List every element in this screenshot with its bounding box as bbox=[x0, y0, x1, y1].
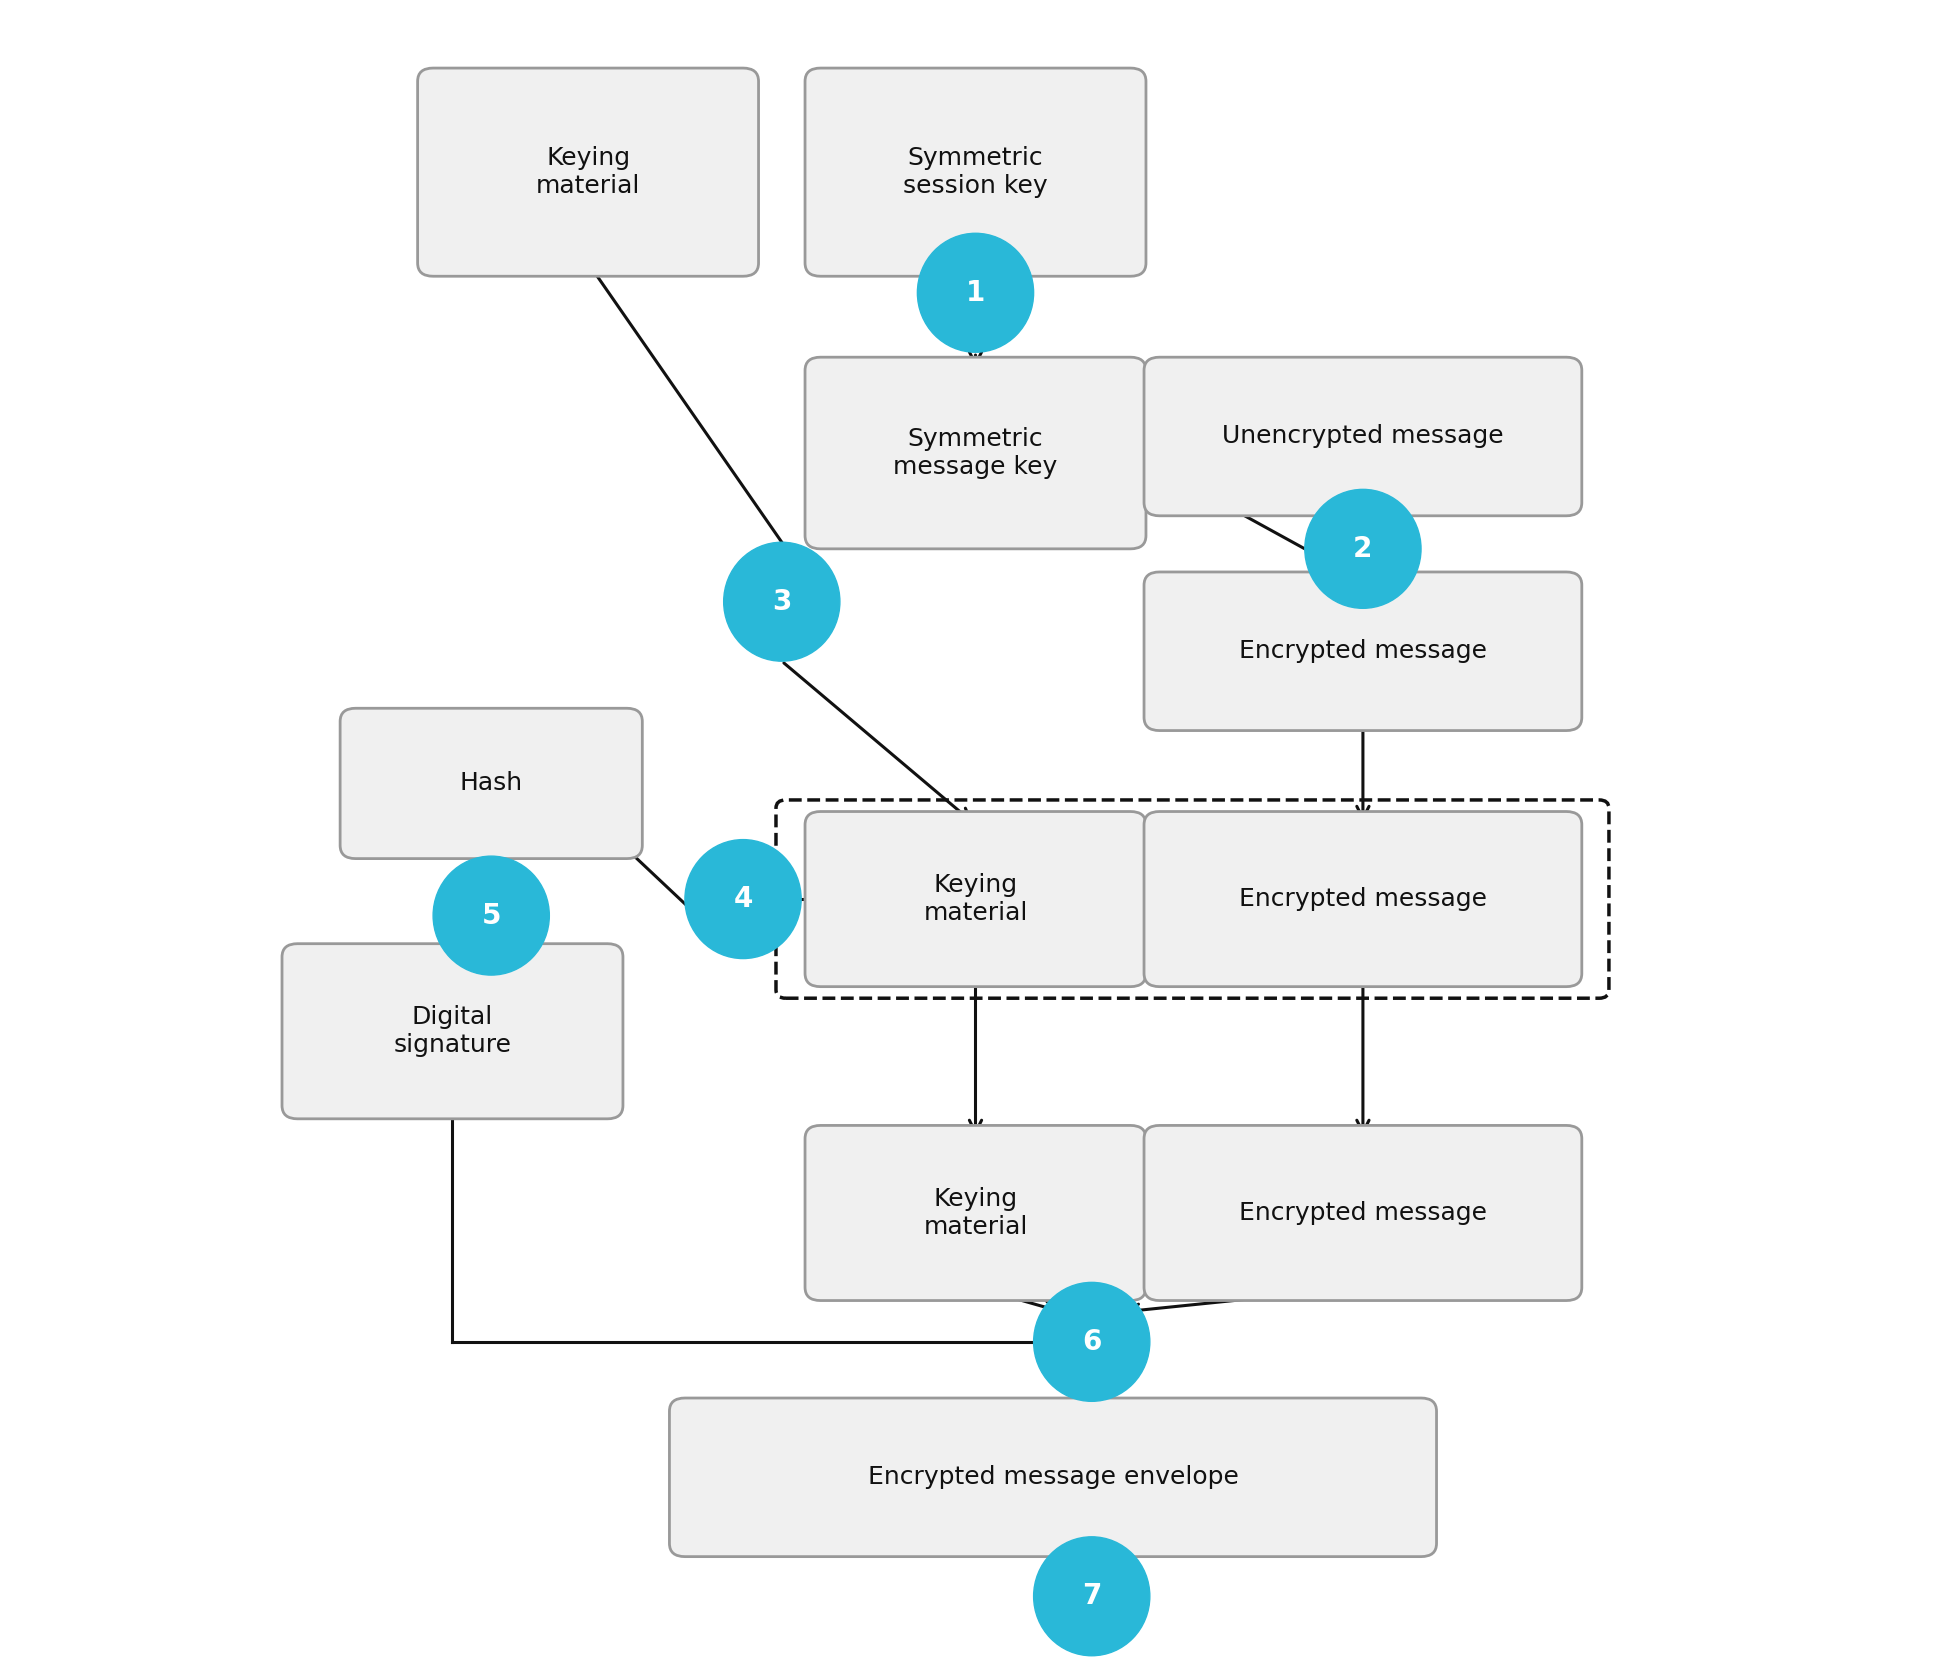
Text: 4: 4 bbox=[734, 885, 753, 913]
Text: Symmetric
session key: Symmetric session key bbox=[903, 147, 1048, 198]
FancyBboxPatch shape bbox=[418, 68, 759, 277]
FancyBboxPatch shape bbox=[806, 68, 1145, 277]
Text: Keying
material: Keying material bbox=[923, 1188, 1028, 1240]
Ellipse shape bbox=[1034, 1536, 1149, 1656]
Text: Unencrypted message: Unencrypted message bbox=[1221, 425, 1504, 448]
Text: 1: 1 bbox=[966, 278, 985, 307]
Text: Symmetric
message key: Symmetric message key bbox=[894, 426, 1057, 478]
Text: 2: 2 bbox=[1354, 535, 1374, 563]
FancyBboxPatch shape bbox=[806, 1126, 1145, 1301]
FancyBboxPatch shape bbox=[1143, 1126, 1582, 1301]
Text: Encrypted message envelope: Encrypted message envelope bbox=[868, 1466, 1239, 1489]
FancyBboxPatch shape bbox=[283, 943, 622, 1120]
Ellipse shape bbox=[433, 856, 550, 975]
Text: Digital
signature: Digital signature bbox=[394, 1005, 511, 1058]
FancyBboxPatch shape bbox=[339, 708, 642, 858]
Text: Encrypted message: Encrypted message bbox=[1239, 640, 1487, 663]
FancyBboxPatch shape bbox=[1143, 357, 1582, 516]
Ellipse shape bbox=[1305, 490, 1420, 608]
Text: Keying
material: Keying material bbox=[923, 873, 1028, 925]
FancyBboxPatch shape bbox=[1143, 811, 1582, 986]
Ellipse shape bbox=[724, 541, 839, 661]
Ellipse shape bbox=[917, 233, 1034, 352]
FancyBboxPatch shape bbox=[1143, 571, 1582, 731]
Text: Encrypted message: Encrypted message bbox=[1239, 886, 1487, 911]
Text: 5: 5 bbox=[482, 901, 501, 930]
Text: 3: 3 bbox=[773, 588, 792, 616]
Text: Encrypted message: Encrypted message bbox=[1239, 1201, 1487, 1225]
Ellipse shape bbox=[685, 840, 802, 958]
Text: 7: 7 bbox=[1083, 1583, 1102, 1611]
FancyBboxPatch shape bbox=[806, 357, 1145, 548]
Text: Keying
material: Keying material bbox=[537, 147, 640, 198]
FancyBboxPatch shape bbox=[669, 1398, 1436, 1556]
Text: 6: 6 bbox=[1083, 1328, 1102, 1356]
Text: Hash: Hash bbox=[460, 771, 523, 795]
Ellipse shape bbox=[1034, 1283, 1149, 1401]
FancyBboxPatch shape bbox=[806, 811, 1145, 986]
